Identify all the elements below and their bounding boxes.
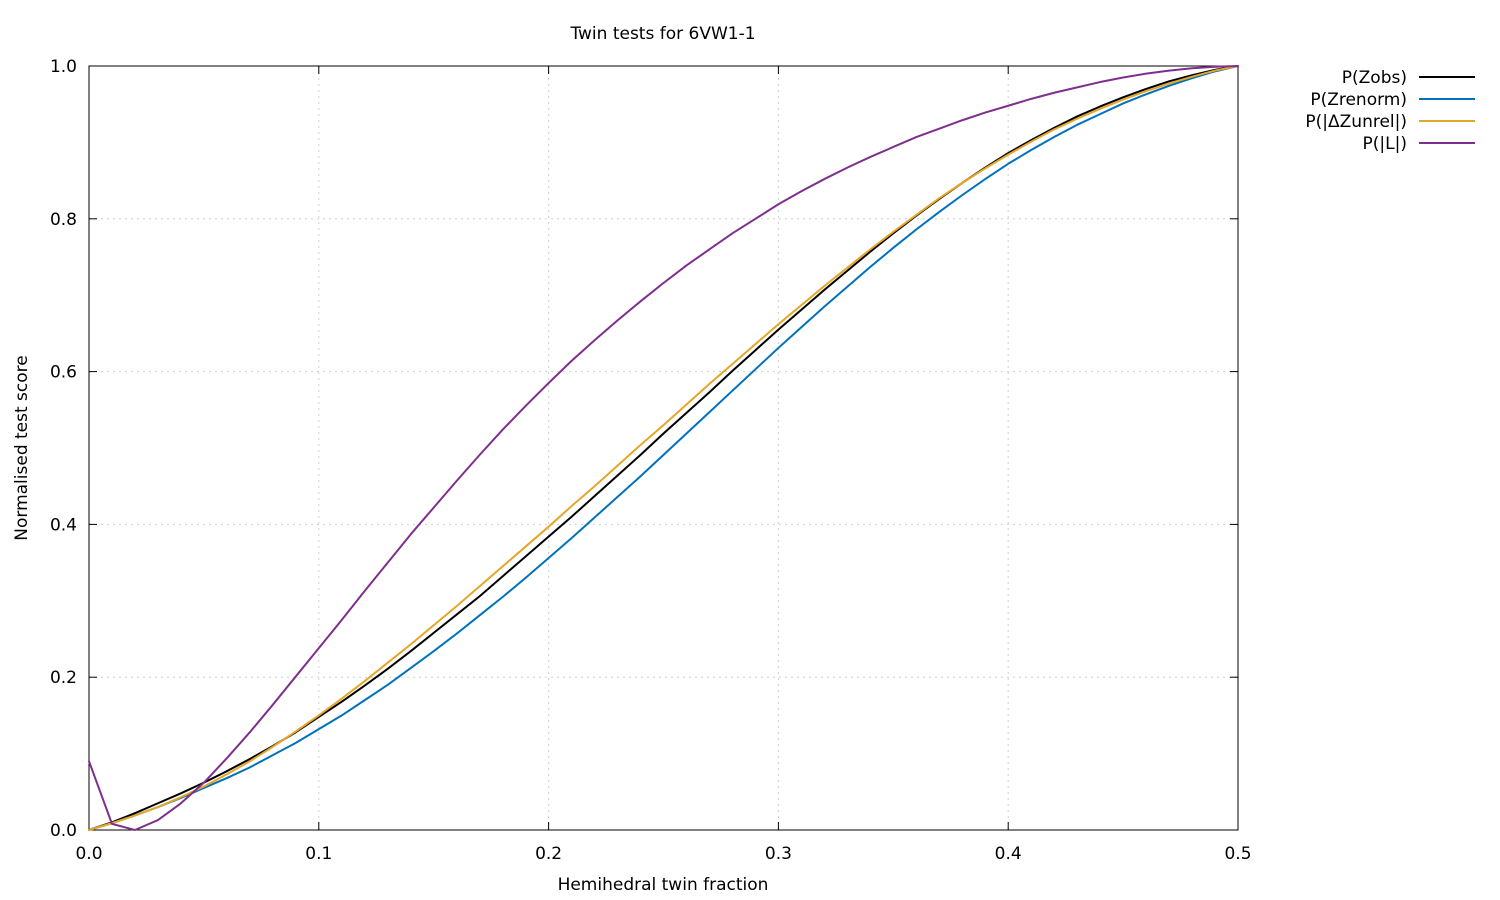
series-line-p-zrenorm	[88, 65, 1239, 831]
y-tick-label: 0.4	[50, 515, 77, 535]
series-line-p-zobs	[88, 65, 1239, 831]
legend-label-p-l: P(|L|)	[1363, 134, 1407, 154]
legend-label-p-zobs: P(Zobs)	[1342, 68, 1407, 88]
series-lines	[88, 65, 1239, 831]
y-axis-label: Normalised test score	[12, 355, 32, 540]
x-axis-label: Hemihedral twin fraction	[558, 875, 769, 895]
chart-title: Twin tests for 6VW1-1	[569, 24, 755, 44]
y-tick-label: 0.2	[50, 668, 77, 688]
x-tick-label: 0.1	[305, 844, 332, 864]
series-line-p-zunrel	[88, 65, 1239, 831]
x-tick-label: 0.4	[995, 844, 1022, 864]
y-tick-label: 0.0	[50, 821, 77, 841]
y-tick-label: 0.6	[50, 363, 77, 383]
y-tick-label: 1.0	[50, 57, 77, 77]
legend-label-p-zrenorm: P(Zrenorm)	[1310, 90, 1407, 110]
x-tick-label: 0.5	[1224, 844, 1251, 864]
legend: P(Zobs)P(Zrenorm)P(|ΔZunrel|)P(|L|)	[1305, 68, 1475, 154]
x-tick-label: 0.0	[75, 844, 102, 864]
grid	[89, 66, 1238, 830]
y-tick-label: 0.8	[50, 210, 77, 230]
x-tick-label: 0.2	[535, 844, 562, 864]
axis-ticks: 0.0 0.1 0.2 0.3 0.4 0.5 0.0 0.2 0.4 0.6 0.8 1.0	[50, 57, 1252, 864]
series-line-p-l	[88, 65, 1239, 831]
x-tick-label: 0.3	[765, 844, 792, 864]
legend-label-p-zunrel: P(|ΔZunrel|)	[1305, 112, 1407, 132]
plot-frame	[88, 65, 1239, 831]
